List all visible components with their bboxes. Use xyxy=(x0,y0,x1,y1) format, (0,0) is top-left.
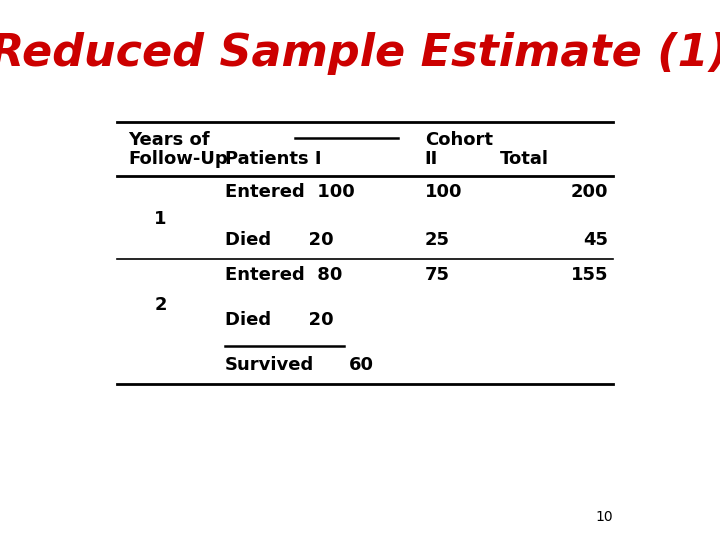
Text: Entered  100: Entered 100 xyxy=(225,183,355,201)
Text: 2: 2 xyxy=(154,296,167,314)
Text: Reduced Sample Estimate (1): Reduced Sample Estimate (1) xyxy=(0,32,720,76)
Text: Survived: Survived xyxy=(225,355,315,374)
Text: 155: 155 xyxy=(570,266,608,285)
Text: II: II xyxy=(425,150,438,168)
Text: 45: 45 xyxy=(583,231,608,249)
Text: Entered  80: Entered 80 xyxy=(225,266,343,285)
Text: Died      20: Died 20 xyxy=(225,231,334,249)
Text: Died      20: Died 20 xyxy=(225,310,334,329)
Text: 25: 25 xyxy=(425,231,450,249)
Text: 10: 10 xyxy=(595,510,613,524)
Text: Cohort: Cohort xyxy=(425,131,492,150)
Text: 200: 200 xyxy=(570,183,608,201)
Text: Years of: Years of xyxy=(128,131,210,150)
Text: 100: 100 xyxy=(425,183,462,201)
Text: Patients I: Patients I xyxy=(225,150,322,168)
Text: Total: Total xyxy=(500,150,549,168)
Text: 1: 1 xyxy=(154,210,167,228)
Text: 60: 60 xyxy=(349,355,374,374)
Text: Follow-Up: Follow-Up xyxy=(128,150,228,168)
Text: 75: 75 xyxy=(425,266,450,285)
